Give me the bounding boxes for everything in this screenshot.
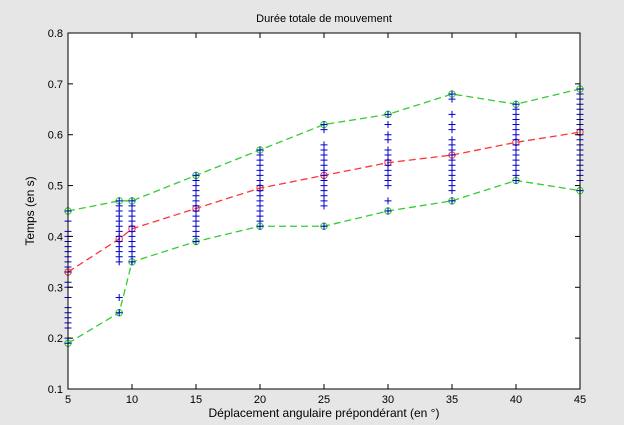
scatter-point <box>320 121 328 129</box>
x-tick-label: 5 <box>65 394 71 406</box>
x-axis-ticks: 5 10 15 20 25 30 35 40 45 <box>65 33 586 406</box>
scatter-point <box>384 146 392 154</box>
y-tick-label: 0.6 <box>48 130 63 142</box>
scatter-point <box>115 309 123 317</box>
scatter-point <box>448 121 456 129</box>
scatter-point <box>384 110 392 118</box>
scatter-point <box>320 222 328 230</box>
x-tick-label: 40 <box>510 394 522 406</box>
y-tick-label: 0.3 <box>48 282 63 294</box>
y-axis-ticks: 0.1 0.2 0.3 0.4 0.5 0.6 0.7 0.8 <box>48 28 580 396</box>
y-tick-label: 0.2 <box>48 333 63 345</box>
x-tick-label: 35 <box>446 394 458 406</box>
scatter-point <box>128 197 136 205</box>
x-tick-label: 15 <box>190 394 202 406</box>
y-tick-label: 0.4 <box>48 231 63 243</box>
scatter-point <box>448 110 456 118</box>
scatter-point <box>256 146 264 154</box>
series-line <box>67 131 581 273</box>
scatter-point <box>384 207 392 215</box>
y-tick-label: 0.8 <box>48 28 63 40</box>
x-tick-label: 10 <box>126 394 138 406</box>
scatter-layer <box>64 85 584 347</box>
scatter-point <box>384 121 392 129</box>
scatter-point <box>448 90 456 98</box>
plot-area <box>68 33 580 389</box>
x-tick-label: 25 <box>318 394 330 406</box>
y-tick-label: 0.1 <box>48 384 63 396</box>
scatter-point <box>448 197 456 205</box>
x-tick-label: 20 <box>254 394 266 406</box>
x-tick-label: 30 <box>382 394 394 406</box>
scatter-point <box>384 197 392 205</box>
series-line <box>67 88 581 212</box>
scatter-point <box>115 293 123 301</box>
scatter-point <box>512 100 520 108</box>
series-line <box>67 179 581 344</box>
x-tick-label: 45 <box>574 394 586 406</box>
y-tick-label: 0.5 <box>48 181 63 193</box>
chart-title: Durée totale de mouvement <box>256 13 392 25</box>
scatter-point <box>192 171 200 179</box>
scatter-point <box>448 136 456 144</box>
y-tick-label: 0.7 <box>48 79 63 91</box>
scatter-point <box>115 197 123 205</box>
scatter-point <box>384 131 392 139</box>
y-axis-label: Temps (en s) <box>23 176 37 245</box>
x-axis-label: Déplacement angulaire prépondérant (en °… <box>209 406 440 420</box>
scatter-point <box>320 141 328 149</box>
